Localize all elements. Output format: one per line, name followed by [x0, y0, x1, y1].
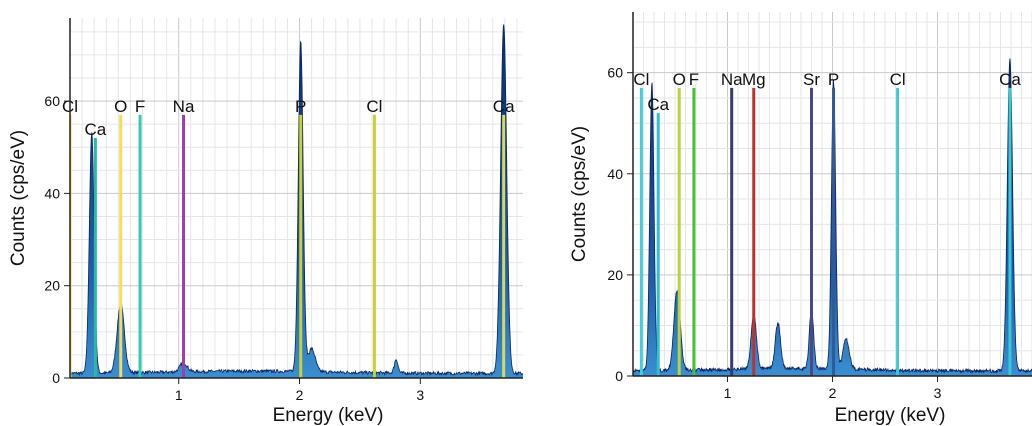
element-label-p: P [295, 97, 306, 116]
y-tick-label: 0 [615, 368, 623, 384]
x-tick-label: 2 [296, 387, 304, 403]
element-label-na: Na [173, 97, 195, 116]
element-label-cl: Cl [890, 70, 906, 89]
element-label-o: O [114, 97, 127, 116]
y-tick-label: 60 [607, 65, 623, 81]
element-label-f: F [135, 97, 145, 116]
element-label-na: Na [721, 70, 743, 89]
x-tick-label: 2 [829, 385, 837, 401]
element-label-f: F [689, 70, 699, 89]
element-label-mg: Mg [742, 70, 766, 89]
element-label-ca: Ca [85, 120, 107, 139]
element-label-ca: Ca [493, 97, 515, 116]
element-label-cl: Cl [633, 70, 649, 89]
x-tick-label: 3 [934, 385, 942, 401]
y-tick-label: 20 [607, 267, 623, 283]
element-lines [70, 114, 506, 378]
y-axis-label: Counts (cps/eV) [8, 130, 29, 266]
element-label-cl: Cl [366, 97, 382, 116]
y-axis-label: Counts (cps/eV) [569, 126, 590, 262]
y-tick-label: 40 [44, 185, 60, 201]
y-tick-label: 20 [44, 278, 60, 294]
y-tick-label: 60 [44, 93, 60, 109]
x-axis-label: Energy (keV) [273, 405, 384, 426]
y-tick-label: 0 [52, 370, 60, 386]
x-tick-label: 1 [175, 387, 183, 403]
y-tick-label: 40 [607, 166, 623, 182]
element-label-p: P [828, 70, 839, 89]
element-label-ca: Ca [999, 70, 1021, 89]
element-label-o: O [673, 70, 686, 89]
x-tick-label: 1 [724, 385, 732, 401]
grid [70, 18, 523, 378]
x-axis-label: Energy (keV) [835, 405, 946, 426]
element-lines [639, 87, 1012, 376]
element-label-ca: Ca [647, 95, 669, 114]
x-tick-label: 3 [416, 387, 424, 403]
element-label-sr: Sr [803, 70, 820, 89]
spectrum-area [70, 24, 523, 379]
